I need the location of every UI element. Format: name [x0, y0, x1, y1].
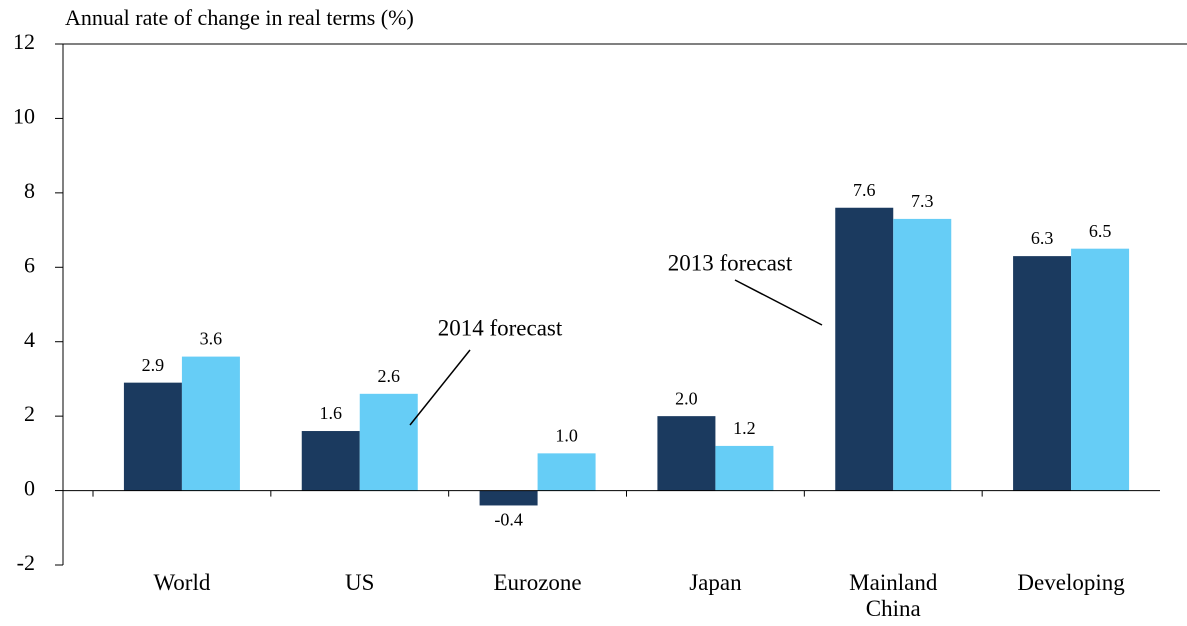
y-tick-label: 12	[13, 29, 35, 54]
value-label: 1.2	[733, 418, 756, 438]
bar	[893, 218, 952, 491]
bar	[835, 207, 894, 491]
x-tick-label: US	[345, 570, 375, 595]
value-label: 3.6	[200, 329, 223, 349]
x-tick-label: Mainland China	[849, 570, 938, 621]
annotation-leader	[409, 349, 471, 426]
bar	[123, 382, 182, 491]
bar	[1071, 248, 1130, 491]
x-tick-label: Developing	[1017, 570, 1125, 595]
value-label: 2.6	[378, 366, 401, 386]
bar	[715, 445, 774, 491]
bar	[1013, 256, 1072, 491]
bar	[181, 356, 240, 491]
bar	[359, 393, 418, 491]
y-tick-label: 8	[24, 178, 35, 203]
y-axis-label: Annual rate of change in real terms (%)	[65, 5, 414, 30]
value-label: -0.4	[494, 510, 523, 530]
y-tick-label: -2	[17, 550, 35, 575]
y-tick-label: 0	[24, 476, 35, 501]
y-tick-label: 2	[24, 401, 35, 426]
value-label: 2.0	[675, 388, 698, 408]
y-tick-label: 4	[24, 327, 35, 352]
y-tick-label: 6	[24, 252, 35, 277]
value-label: 7.3	[911, 191, 934, 211]
value-label: 6.3	[1031, 228, 1054, 248]
bar	[479, 490, 538, 506]
bar	[301, 431, 360, 491]
series-annotation: 2013 forecast	[668, 250, 793, 275]
x-tick-label: Eurozone	[493, 570, 582, 595]
bar	[657, 416, 716, 491]
x-tick-label: World	[153, 570, 211, 595]
value-label: 1.6	[320, 403, 343, 423]
series-annotation: 2014 forecast	[438, 315, 563, 340]
x-tick-label: Japan	[689, 570, 742, 595]
value-label: 1.0	[555, 425, 578, 445]
value-label: 7.6	[853, 180, 876, 200]
value-label: 2.9	[142, 355, 165, 375]
value-label: 6.5	[1089, 221, 1112, 241]
annotation-leader	[734, 279, 823, 326]
bar	[537, 453, 596, 491]
y-tick-label: 10	[13, 103, 35, 128]
